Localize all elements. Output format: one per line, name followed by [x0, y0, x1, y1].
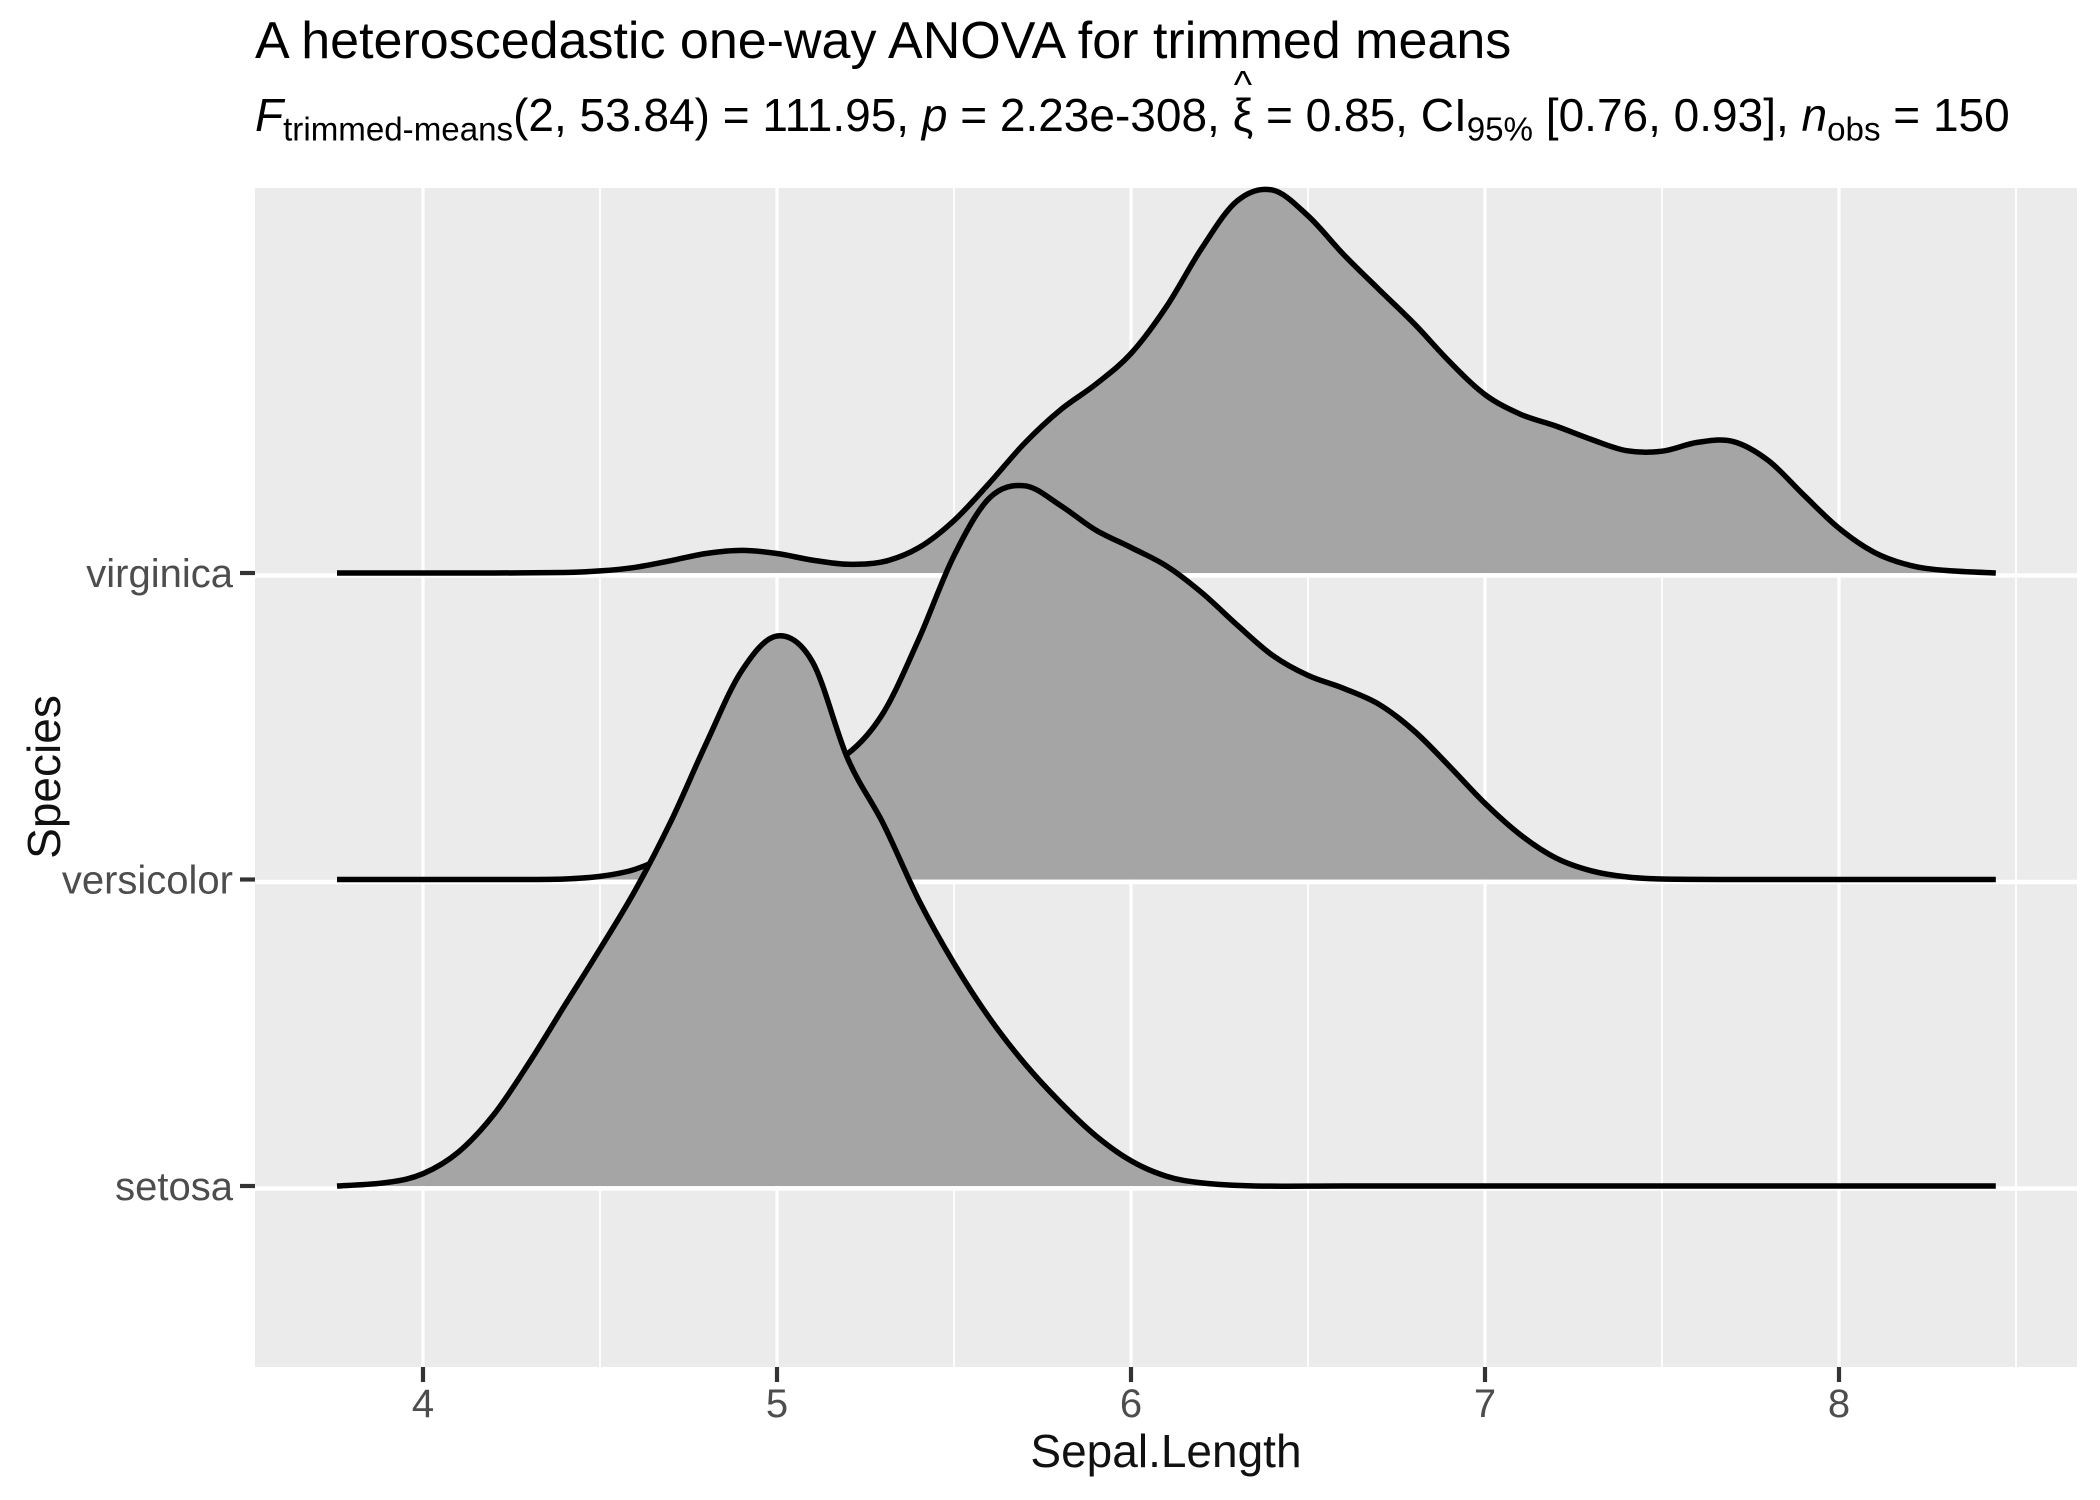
x-tick-label: 4: [412, 1382, 434, 1426]
density-area-versicolor: [337, 485, 1996, 880]
density-area-setosa: [337, 635, 1996, 1187]
stats-subtitle: Ftrimmed-means(2, 53.84) = 111.95, p = 2…: [255, 63, 2010, 149]
x-tick-label: 8: [1828, 1382, 1850, 1426]
xi-hat: ξ ^: [1232, 63, 1254, 141]
x-tick-label: 7: [1474, 1382, 1496, 1426]
hat-accent: ^: [1233, 63, 1253, 107]
x-axis-title: Sepal.Length: [1030, 1425, 1302, 1477]
y-tick-label-virginica: virginica: [86, 552, 233, 596]
density-curve-virginica: [336, 186, 1996, 576]
y-tick-label-setosa: setosa: [115, 1165, 234, 1209]
plot-title: A heteroscedastic one-way ANOVA for trim…: [255, 12, 1512, 70]
x-tick-label: 6: [1120, 1382, 1142, 1426]
density-area-virginica: [337, 189, 1996, 574]
y-axis-title: Species: [18, 695, 70, 859]
y-tick-label-versicolor: versicolor: [62, 859, 233, 903]
density-curve-versicolor: [337, 482, 1996, 883]
x-tick-label: 5: [766, 1382, 788, 1426]
density-curve-setosa: [336, 633, 1996, 1189]
